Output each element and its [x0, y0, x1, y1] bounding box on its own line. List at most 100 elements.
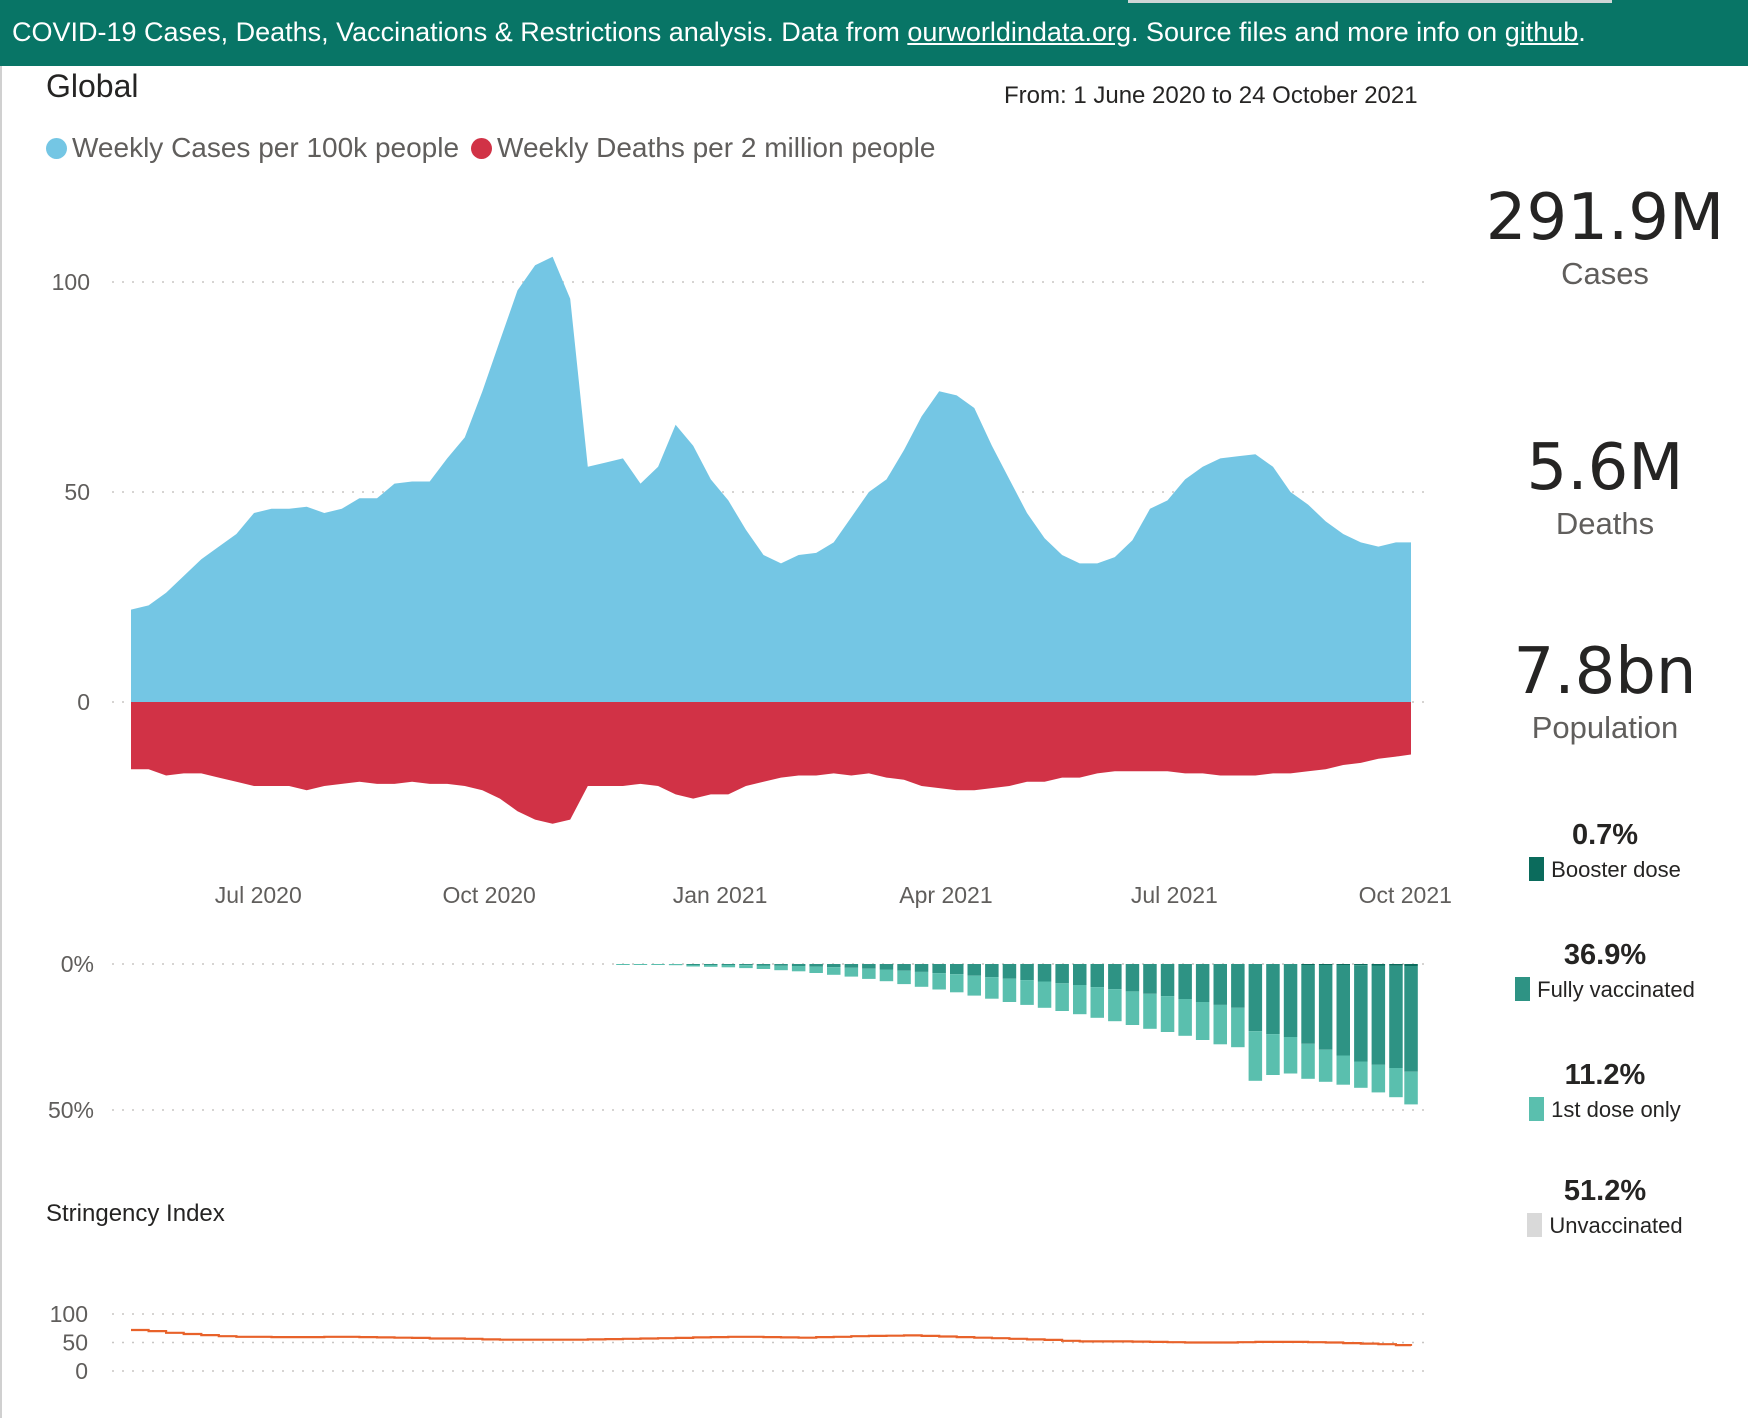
- banner-text-middle: . Source files and more info on: [1130, 17, 1505, 47]
- fully-vaccinated-bar: [1055, 964, 1069, 984]
- first-dose-swatch: [1529, 1097, 1545, 1121]
- fully-vaccinated-bar: [704, 964, 718, 965]
- x-tick-label: Oct 2021: [1359, 882, 1452, 908]
- fully-vaccinated-bar: [1389, 965, 1403, 1068]
- stringency-chart: 100 500: [50, 1301, 1426, 1384]
- booster-bar: [1336, 964, 1350, 965]
- page-tab-indicator[interactable]: [1128, 0, 1612, 3]
- first-dose-bar: [1073, 985, 1087, 1015]
- booster-bar: [1404, 964, 1418, 966]
- fully-vaccinated-bar: [1090, 964, 1104, 988]
- y-tick-label: 0%: [61, 951, 94, 977]
- fully-vaccinated-swatch: [1515, 977, 1531, 1001]
- first-dose-bar: [879, 969, 894, 982]
- fully-vaccinated-bar: [1301, 965, 1315, 1044]
- first-dose-bar: [791, 966, 806, 972]
- first-dose-bar: [686, 965, 700, 967]
- first-dose-bar: [914, 971, 929, 987]
- ourworldindata-link[interactable]: ourworldindata.org: [907, 17, 1131, 47]
- fully-vaccinated-bar: [1283, 964, 1298, 1037]
- first-dose-bar: [1318, 1049, 1333, 1082]
- fully-vaccinated-bar: [1371, 965, 1386, 1065]
- kpi-population: 7.8bn Population: [1455, 636, 1748, 748]
- y-tick-label: 50%: [48, 1097, 94, 1123]
- fully-vaccinated-bar: [1266, 964, 1280, 1035]
- fully-vaccinated-bar: [827, 964, 841, 968]
- first-dose-bar: [668, 964, 683, 966]
- vax-booster-label: Booster dose: [1551, 857, 1681, 882]
- fully-vaccinated-bar: [932, 964, 946, 974]
- x-tick-label: Jan 2021: [673, 882, 768, 908]
- first-dose-bar: [844, 967, 859, 977]
- fully-vaccinated-bar: [897, 964, 911, 971]
- vax-unvaccinated-label: Unvaccinated: [1549, 1213, 1683, 1238]
- first-dose-bar: [1160, 996, 1175, 1032]
- first-dose-bar: [1055, 983, 1069, 1011]
- first-dose-bar: [633, 964, 648, 965]
- fully-vaccinated-bar: [1020, 964, 1034, 981]
- fully-vaccinated-bar: [1178, 964, 1192, 999]
- x-tick-label: Oct 2020: [443, 882, 536, 908]
- fully-vaccinated-bar: [1318, 965, 1333, 1050]
- first-dose-bar: [897, 970, 911, 985]
- vax-unvaccinated: 51.2% Unvaccinated: [1455, 1173, 1748, 1243]
- booster-bar: [1371, 964, 1386, 966]
- fully-vaccinated-bar: [756, 964, 771, 966]
- deaths-legend-dot: [471, 137, 493, 159]
- first-dose-bar: [1231, 1007, 1245, 1048]
- first-dose-bar: [1283, 1037, 1298, 1074]
- y-tick-label: 0: [75, 1358, 88, 1384]
- legend-item-deaths[interactable]: Weekly Deaths per 2 million people: [471, 132, 935, 164]
- vax-first-dose-pct: 11.2%: [1564, 1059, 1646, 1091]
- kpi-cases-value: 291.9M: [1485, 181, 1725, 255]
- fully-vaccinated-bar: [791, 964, 806, 966]
- fully-vaccinated-bar: [739, 964, 753, 966]
- github-link[interactable]: github: [1504, 17, 1579, 47]
- vax-first-dose-label: 1st dose only: [1551, 1097, 1681, 1122]
- cases-area: [131, 256, 1411, 702]
- fully-vaccinated-bar: [985, 964, 999, 978]
- first-dose-bar: [1266, 1034, 1280, 1075]
- fully-vaccinated-bar: [1354, 965, 1368, 1062]
- x-tick-label: Apr 2021: [899, 882, 992, 908]
- legend-item-cases[interactable]: Weekly Cases per 100k people: [46, 132, 459, 164]
- first-dose-bar: [1371, 1064, 1386, 1093]
- first-dose-bar: [704, 965, 718, 967]
- fully-vaccinated-bar: [844, 964, 859, 968]
- deaths-area: [131, 702, 1411, 824]
- fully-vaccinated-bar: [950, 964, 964, 975]
- fully-vaccinated-bar: [1108, 964, 1122, 990]
- first-dose-bar: [862, 968, 876, 979]
- kpi-cases: 291.9M Cases: [1455, 182, 1748, 294]
- first-dose-bar: [1248, 1031, 1263, 1081]
- first-dose-bar: [827, 967, 841, 975]
- fully-vaccinated-bar: [721, 964, 736, 965]
- first-dose-bar: [1002, 978, 1017, 1002]
- stringency-line: [131, 1328, 1413, 1347]
- vax-first-dose: 11.2% 1st dose only: [1455, 1057, 1748, 1127]
- header-banner: COVID-19 Cases, Deaths, Vaccinations & R…: [0, 0, 1748, 66]
- fully-vaccinated-bar: [1336, 965, 1350, 1056]
- first-dose-bar: [809, 966, 823, 973]
- first-dose-bar: [985, 977, 999, 999]
- first-dose-bar: [1354, 1061, 1368, 1088]
- first-dose-bar: [1336, 1055, 1350, 1085]
- first-dose-bar: [1108, 989, 1122, 1022]
- kpi-population-value: 7.8bn: [1513, 635, 1697, 709]
- vaccination-chart: 0% 50%: [48, 951, 1426, 1123]
- fully-vaccinated-bar: [879, 964, 894, 970]
- first-dose-bar: [1090, 987, 1104, 1018]
- kpi-deaths-label: Deaths: [1555, 506, 1655, 541]
- first-dose-bar: [1037, 981, 1052, 1008]
- first-dose-bar: [756, 965, 771, 969]
- fully-vaccinated-bar: [1195, 964, 1210, 1002]
- region-title: Global: [46, 68, 139, 104]
- fully-vaccinated-bar: [1248, 964, 1263, 1032]
- first-dose-bar: [651, 964, 665, 965]
- kpi-population-label: Population: [1531, 710, 1679, 745]
- fully-vaccinated-bar: [1160, 964, 1175, 997]
- fully-vaccinated-bar: [1404, 966, 1418, 1072]
- x-tick-label: Jul 2021: [1131, 882, 1218, 908]
- y-tick-label: 100: [52, 269, 90, 295]
- first-dose-bar: [1404, 1071, 1418, 1105]
